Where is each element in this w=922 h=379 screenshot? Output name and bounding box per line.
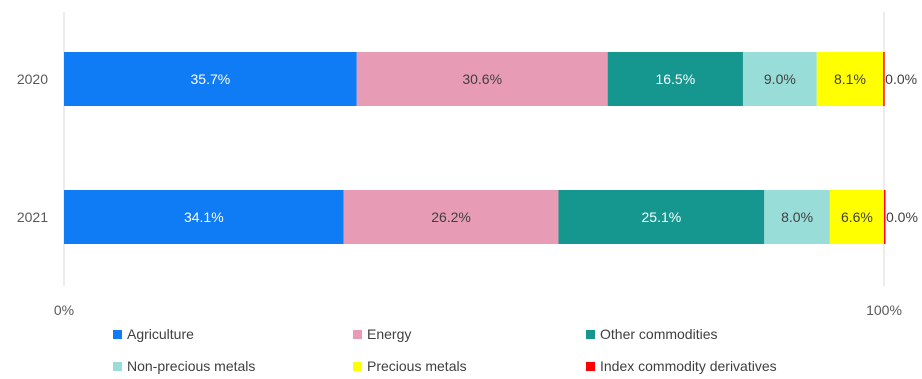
data-label: 16.5% [655, 71, 695, 87]
data-label: 35.7% [191, 71, 231, 87]
bar-segment [607, 52, 743, 106]
data-label: 26.2% [431, 209, 471, 225]
bars [64, 52, 886, 244]
bar-segment [64, 190, 344, 244]
legend-label: Non-precious metals [127, 358, 255, 374]
legend-label: Agriculture [127, 326, 194, 342]
legend-label: Precious metals [367, 358, 467, 374]
data-label: 34.1% [184, 209, 224, 225]
bar-segment [883, 52, 885, 106]
x-tick-label: 100% [866, 302, 902, 318]
bar-segment [558, 190, 765, 244]
data-labels: 35.7% 30.6% 16.5% 9.0% 8.1% 0.0% 34.1% 26.2% 25.… [184, 71, 918, 225]
legend-swatch [353, 362, 362, 371]
bar-segment [356, 52, 608, 106]
bar-segment [742, 52, 817, 106]
bar-segment [816, 52, 884, 106]
legend-item: Non-precious metals [113, 358, 255, 374]
legend-item: Agriculture [113, 326, 194, 342]
legend-swatch [586, 362, 595, 371]
category-label: 2021 [17, 209, 48, 225]
bar-segment [343, 190, 559, 244]
data-label: 25.1% [642, 209, 682, 225]
legend-item: Energy [353, 326, 411, 342]
x-tick-label: 0% [54, 302, 74, 318]
legend-swatch [586, 330, 595, 339]
legend-swatch [113, 362, 122, 371]
legend-swatch [353, 330, 362, 339]
legend-label: Index commodity derivatives [600, 358, 777, 374]
bar-segment [64, 52, 357, 106]
data-label: 8.1% [834, 71, 866, 87]
legend-label: Other commodities [600, 326, 717, 342]
legend-swatch [113, 330, 122, 339]
legend: Agriculture Energy Other commodities Non-pr… [113, 326, 777, 374]
data-label: 0.0% [886, 209, 918, 225]
legend-label: Energy [367, 326, 411, 342]
bar-segment [764, 190, 830, 244]
data-label: 30.6% [462, 71, 502, 87]
data-label: 0.0% [885, 71, 917, 87]
bar-segment [884, 190, 886, 244]
category-label: 2020 [17, 71, 48, 87]
bar-segment [829, 190, 884, 244]
legend-item: Other commodities [586, 326, 717, 342]
legend-item: Precious metals [353, 358, 467, 374]
data-label: 6.6% [841, 209, 873, 225]
data-label: 8.0% [781, 209, 813, 225]
data-label: 9.0% [764, 71, 796, 87]
legend-item: Index commodity derivatives [586, 358, 777, 374]
